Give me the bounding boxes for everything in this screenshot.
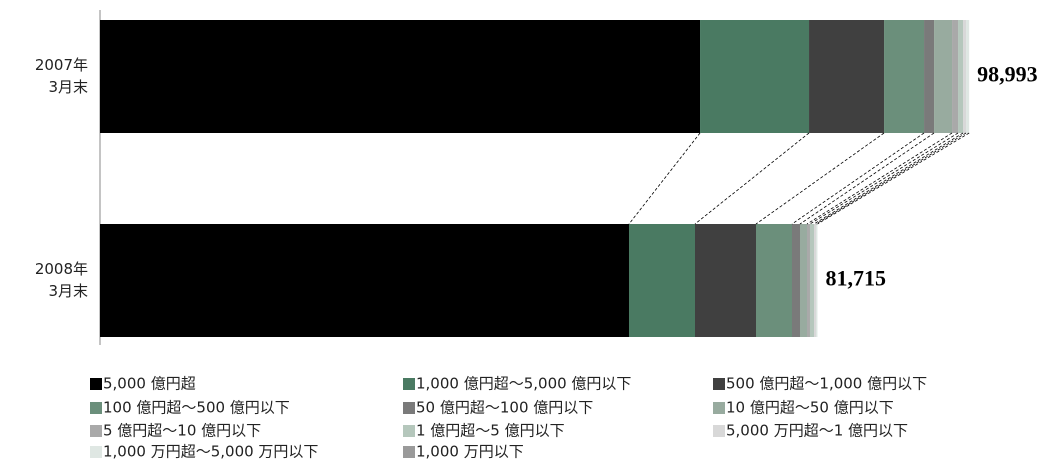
y-tick-label: 3月末 — [48, 78, 88, 96]
connector — [755, 132, 885, 225]
legend-swatch — [90, 402, 102, 414]
legend-label: 500 億円超〜1,000 億円以下 — [726, 375, 927, 393]
legend-swatch — [403, 402, 415, 414]
legend-label: 1,000 万円超〜5,000 万円以下 — [103, 443, 318, 461]
bar-segment — [966, 20, 970, 133]
legend-label: 1,000 億円超〜5,000 億円以下 — [416, 375, 631, 393]
legend-swatch — [90, 446, 102, 458]
connector — [815, 132, 967, 225]
legend-label: 5,000 万円超〜1 億円以下 — [726, 422, 908, 440]
connector — [791, 132, 925, 225]
legend-swatch — [713, 425, 725, 437]
legend-swatch — [403, 378, 415, 390]
connector — [694, 132, 810, 225]
bar-segment — [791, 224, 800, 337]
legend-swatch — [713, 378, 725, 390]
bar-segment — [700, 20, 810, 133]
connector — [813, 132, 964, 225]
connector — [817, 132, 970, 225]
bar-segment — [100, 20, 701, 133]
bar-segment — [934, 20, 953, 133]
legend-swatch — [403, 425, 415, 437]
legend-label: 10 億円超〜50 億円以下 — [726, 399, 894, 417]
y-tick-label: 2008年 — [35, 260, 88, 278]
connector — [809, 132, 959, 225]
bar-segment — [100, 224, 629, 337]
legend-swatch — [90, 378, 102, 390]
bar-segment — [963, 20, 967, 133]
connector — [806, 132, 953, 225]
total-label: 81,715 — [825, 266, 886, 291]
y-tick-label: 2007年 — [35, 56, 88, 74]
legend-label: 1 億円超〜5 億円以下 — [416, 422, 565, 440]
total-label: 98,993 — [977, 62, 1038, 87]
legend-swatch — [403, 446, 415, 458]
bar-segment — [809, 20, 885, 133]
y-tick-label: 3月末 — [48, 282, 88, 300]
legend-label: 100 億円超〜500 億円以下 — [103, 399, 290, 417]
bar-segment — [799, 224, 807, 337]
legend-label: 1,000 万円以下 — [416, 443, 524, 461]
bar-segment — [924, 20, 935, 133]
legend-swatch — [713, 402, 725, 414]
bar-segment — [755, 224, 792, 337]
bar-segment — [952, 20, 959, 133]
legend-label: 5 億円超〜10 億円以下 — [103, 422, 261, 440]
legend-label: 50 億円超〜100 億円以下 — [416, 399, 593, 417]
bar-segment — [816, 224, 818, 337]
legend-label: 5,000 億円超 — [103, 375, 196, 393]
bar-segment — [809, 224, 814, 337]
bar-segment — [958, 20, 964, 133]
bar-segment — [884, 20, 925, 133]
connector — [799, 132, 935, 225]
bar-segment — [628, 224, 695, 337]
bar-segment — [813, 224, 817, 337]
connector — [628, 132, 701, 225]
bar-segment — [806, 224, 810, 337]
legend-swatch — [90, 425, 102, 437]
bar-segment — [694, 224, 756, 337]
